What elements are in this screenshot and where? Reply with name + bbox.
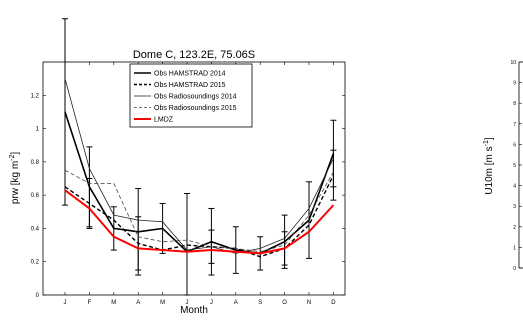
right-y-tick-label: 3 (513, 204, 516, 210)
x-tick-label: J (64, 300, 67, 306)
right-y-tick-label: 2 (513, 225, 516, 231)
y-tick-label: 0.2 (31, 260, 40, 266)
x-tick-label: J (210, 300, 213, 306)
series-layer (62, 18, 337, 296)
x-tick-label: S (258, 300, 262, 306)
x-tick-label: A (136, 300, 140, 306)
series-line (64, 169, 334, 253)
series-lmdz (64, 189, 335, 255)
x-tick-label: O (282, 300, 287, 306)
x-tick-label: M (111, 300, 116, 306)
x-tick-label: N (307, 300, 311, 306)
right-y-tick-label: 4 (513, 184, 516, 190)
series-obs-radiosoundings-2015 (64, 169, 334, 253)
x-tick-label: M (160, 300, 165, 306)
right-y-tick-label: 1 (513, 245, 516, 251)
y-tick-label: 0.4 (31, 226, 40, 232)
series-line (64, 174, 335, 258)
plot-area-frame (42, 61, 346, 296)
x-tick-label: F (88, 300, 92, 306)
right-y-tick-label: 9 (513, 81, 516, 87)
y-tick-label: 0 (36, 293, 40, 299)
right-chart: 0 1 2 3 4 5 6 7 8 9 10 U10m [m s-1] (483, 60, 523, 272)
legend-box (129, 63, 253, 128)
x-axis-label: Month (180, 305, 208, 316)
y-axis-ticks: 0 0.2 0.4 0.6 0.8 1 1.2 (31, 93, 345, 299)
y-axis-label: prw [kg m-2] (9, 152, 21, 205)
right-y-tick-label: 8 (513, 101, 516, 107)
right-y-axis-label-exponent: -1 (483, 140, 490, 146)
right-y-axis-label: U10m [m s-1] (483, 137, 495, 195)
right-y-tick-label: 6 (513, 142, 516, 148)
y-axis-label-exponent: -2 (9, 155, 16, 161)
y-tick-label: 1.2 (31, 93, 40, 99)
legend-label: LMDZ (154, 117, 174, 124)
series-obs-hamstrad-2015 (64, 149, 337, 271)
y-axis-label-close: ] (10, 152, 21, 155)
y-tick-label: 0.6 (31, 193, 40, 199)
chart-title: Dome C, 123.2E, 75.06S (133, 49, 255, 61)
series-line (64, 189, 335, 255)
right-y-tick-label: 5 (513, 163, 516, 169)
legend-label: Obs Radiosoundings 2014 (154, 94, 237, 101)
x-tick-label: D (331, 300, 336, 306)
right-y-tick-label: 10 (510, 60, 516, 66)
y-axis-label-main: prw [kg m (10, 161, 21, 204)
y-tick-label: 1 (36, 127, 40, 133)
legend-label: Obs Radiosoundings 2015 (154, 105, 237, 112)
series-line (64, 111, 335, 255)
right-y-axis-ticks: 0 1 2 3 4 5 6 7 8 9 10 (510, 60, 522, 272)
x-tick-label: J (186, 300, 189, 306)
right-y-tick-label: 0 (513, 266, 516, 272)
legend: Obs HAMSTRAD 2014 Obs HAMSTRAD 2015 Obs Ra… (129, 63, 253, 128)
legend-entries: Obs HAMSTRAD 2014 Obs HAMSTRAD 2015 Obs Ra… (134, 71, 237, 124)
series-line (64, 78, 334, 254)
series-obs-radiosoundings-2014 (64, 78, 334, 254)
left-chart: Dome C, 123.2E, 75.06S 0 0.2 0.4 0.6 0.8 1 1.2… (9, 18, 346, 316)
y-tick-label: 0.8 (31, 160, 40, 166)
right-y-tick-label: 7 (513, 122, 516, 128)
legend-label: Obs HAMSTRAD 2015 (154, 82, 226, 89)
right-y-axis-label-close: ] (484, 137, 495, 140)
right-y-axis-label-main: U10m [m s (484, 146, 495, 194)
legend-label: Obs HAMSTRAD 2014 (154, 71, 226, 78)
x-tick-label: A (234, 300, 238, 306)
